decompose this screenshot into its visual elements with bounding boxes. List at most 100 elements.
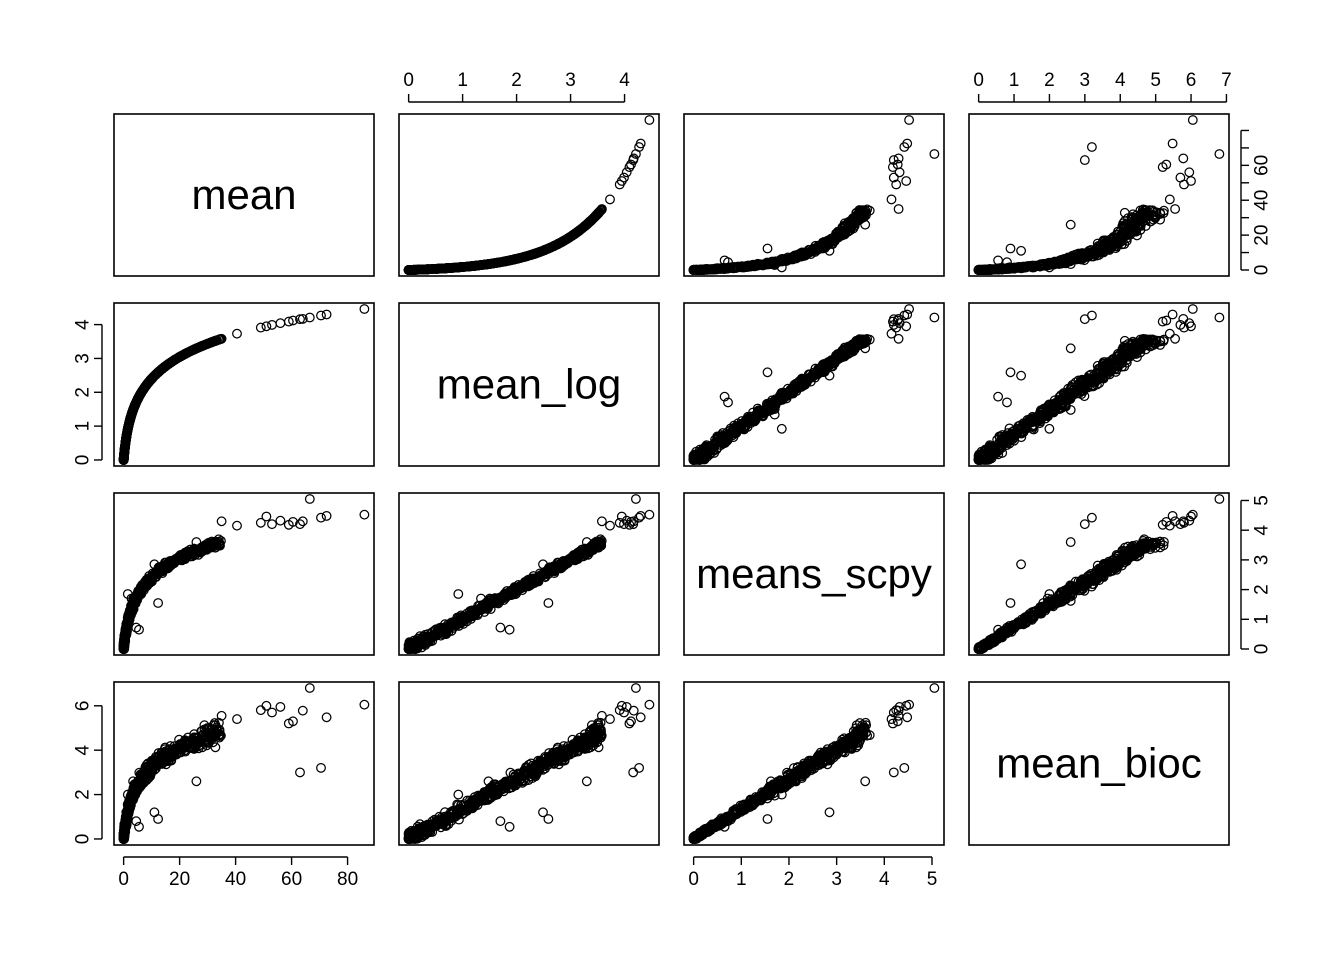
data-point [1005,243,1016,254]
data-point [423,264,434,275]
data-point [153,598,164,608]
data-point [513,253,524,264]
data-point [255,322,266,333]
panel-mean-vs-mean_bioc [968,113,1230,277]
data-point [316,310,326,321]
data-point [508,254,519,265]
data-point [1187,304,1198,314]
data-point [1184,167,1195,178]
data-point [504,624,515,635]
data-point [1044,423,1055,434]
data-point [1065,343,1076,354]
data-point [267,319,277,330]
data-point [495,622,506,633]
panel-mean_log-vs-mean_bioc [968,302,1230,467]
data-point [1079,155,1090,166]
data-point [1016,245,1027,256]
data-point [605,194,615,205]
data-point [762,243,773,254]
data-point [614,179,625,190]
data-point [644,115,655,125]
data-point [624,162,635,173]
data-point [548,241,559,252]
data-point [316,512,326,523]
data-point [1214,312,1225,323]
data-point [304,494,315,504]
data-point [434,263,445,274]
data-point [901,176,912,186]
data-point [580,220,591,231]
data-point [404,265,415,275]
data-point [525,250,536,261]
data-point [454,262,464,273]
data-point [453,589,464,599]
data-point [904,115,915,125]
data-point [630,494,641,504]
data-point [1167,138,1178,149]
data-point [595,205,606,216]
data-point [216,516,227,527]
data-point [1164,194,1175,205]
data-point [596,516,607,527]
data-point [321,510,332,521]
data-point [255,517,266,528]
panel-mean_log-vs-means_scpy [683,302,945,467]
data-point [464,261,475,272]
data-point [232,328,242,339]
data-point [1002,397,1012,408]
diagonal-label-mean_log: mean_log [437,361,621,408]
panel-frame [398,113,660,277]
data-point [644,509,655,520]
panel-mean-vs-means_scpy [683,113,945,277]
data-point [574,225,585,236]
data-point [1079,314,1090,325]
data-point [776,423,787,434]
data-point [899,142,910,152]
data-point [762,367,773,378]
data-point [891,179,902,190]
data-point [232,520,242,531]
panel-frame [683,113,945,277]
data-point [1016,370,1027,381]
data-point [582,218,593,229]
data-point [888,172,899,183]
data-point [1178,153,1189,164]
data-point [1170,204,1181,214]
panel-means_scpy-vs-mean [113,492,375,656]
panel-mean-vs-mean_log [398,113,660,277]
data-point [929,149,940,159]
data-point [887,162,898,173]
data-point [1179,179,1189,190]
panel-mean-vs-mean: mean [113,113,375,277]
panel-frame [113,113,375,277]
data-point [553,238,564,249]
data-point [886,194,897,205]
panel-mean_log-vs-mean_log: mean_log [398,302,660,467]
data-point [626,159,636,170]
data-point [535,246,546,257]
data-point [621,167,632,178]
data-point [267,519,277,530]
data-point [447,262,458,273]
data-point [484,258,495,269]
data-point [894,167,905,178]
data-point [558,235,569,246]
data-point [1005,367,1016,378]
data-point [929,312,940,323]
data-point [1065,219,1076,230]
data-point [902,138,913,149]
data-point [359,509,370,520]
data-point [1214,149,1225,159]
data-point [275,318,286,329]
data-point [134,624,144,635]
data-point [459,261,470,272]
data-point [605,520,615,531]
data-point [261,321,272,332]
data-point [893,153,904,164]
diagonal-label-mean: mean [191,171,296,218]
data-point [893,204,904,214]
panel-mean_log-vs-mean [113,302,375,467]
data-point [1170,333,1181,344]
